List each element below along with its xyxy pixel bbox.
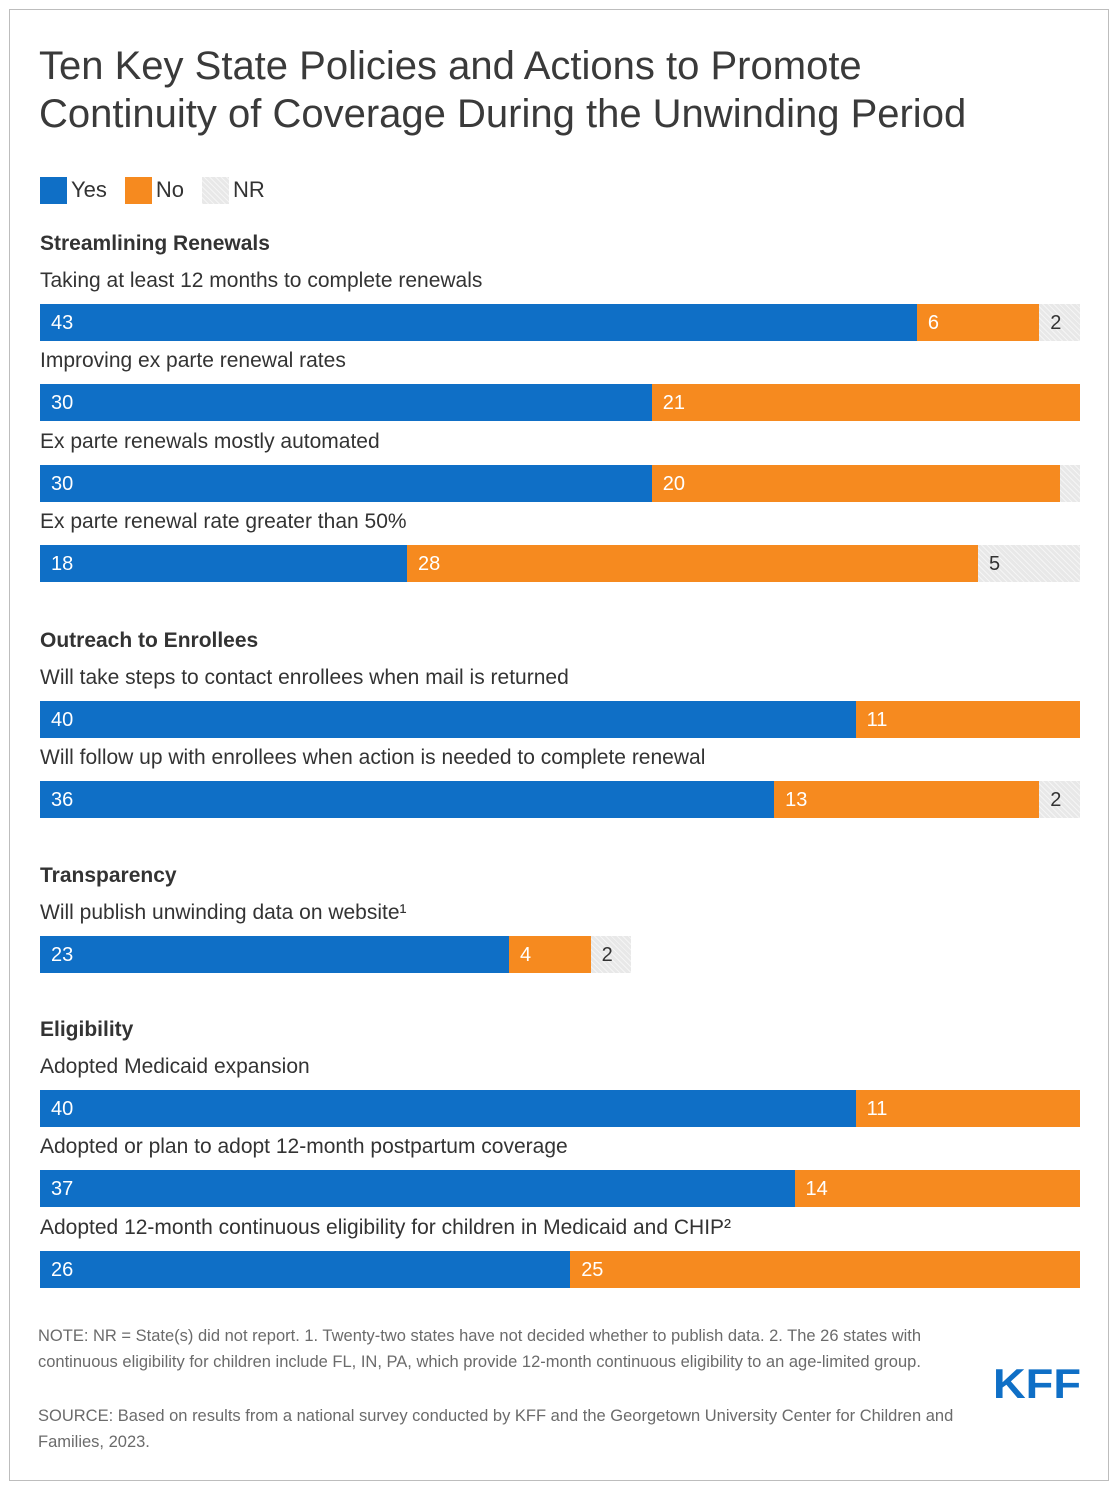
legend-item-no: No: [124, 176, 185, 204]
data-label-yes: 30: [51, 472, 74, 495]
row-label-improving-ex-parte-renewal-rates: Improving ex parte renewal rates: [40, 349, 346, 373]
bar-segment-yes: 30: [40, 464, 652, 502]
legend-label-yes: Yes: [71, 177, 107, 202]
data-label-no: 4: [520, 944, 532, 966]
legend-swatch-no: [124, 176, 152, 204]
bar-segment-yes: 23: [40, 936, 510, 973]
legend-item-nr: NR: [202, 176, 265, 204]
bar-segment-no: 25: [570, 1250, 1080, 1288]
bar-segment-no: 13: [774, 781, 1040, 819]
row-label-will-follow-up-with-enrollees-when-actio: Will follow up with enrollees when actio…: [40, 746, 706, 770]
bar-segment-nr: 5: [978, 544, 1080, 582]
bar-segment-no: 20: [651, 464, 1060, 502]
data-label-no: 25: [581, 1258, 604, 1281]
bar-adopted-12-month-continuous-eligibility-: 26 25: [40, 1250, 1080, 1288]
chart-source: SOURCE: Based on results from a national…: [38, 1407, 954, 1451]
bar-segment-yes: 36: [40, 781, 775, 819]
bar-segment-yes: 26: [40, 1250, 571, 1288]
section-title-eligibility: Eligibility: [40, 1018, 134, 1041]
legend-swatch-nr: [202, 176, 230, 204]
row-label-adopted-medicaid-expansion: Adopted Medicaid expansion: [40, 1055, 310, 1078]
data-label-yes: 40: [51, 1098, 74, 1120]
title-line-1: Ten Key State Policies and Actions to Pr…: [39, 44, 862, 88]
bar-segment-no: 4: [509, 936, 591, 973]
row-label-ex-parte-renewal-rate-greater-than-50: Ex parte renewal rate greater than 50%: [40, 509, 407, 533]
bar-taking-at-least-12-months-to-complete-re: 43 6 2: [40, 304, 1080, 341]
chart-title: Ten Key State Policies and Actions to Pr…: [39, 42, 1099, 138]
bar-segment-no: 14: [794, 1170, 1080, 1208]
bar-segment-nr: [1059, 464, 1080, 502]
kff-logo: KFF: [993, 1364, 1081, 1402]
bar-adopted-medicaid-expansion: 40 11: [40, 1090, 1080, 1127]
bar-adopted-or-plan-to-adopt-12-month-postpa: 37 14: [40, 1170, 1080, 1208]
title-line-2: Continuity of Coverage During the Unwind…: [39, 92, 967, 136]
data-label-no: 21: [662, 392, 685, 415]
data-label-yes: 40: [51, 709, 74, 731]
data-label-nr: 2: [1050, 789, 1062, 812]
data-label-no: 13: [785, 789, 808, 812]
bar-ex-parte-renewal-rate-greater-than-50: 18 28 5: [40, 544, 1080, 582]
data-label-yes: 26: [51, 1258, 74, 1281]
row-label-adopted-12-month-continuous-eligibility-: Adopted 12-month continuous eligibility …: [40, 1215, 732, 1239]
data-label-nr: 5: [989, 552, 1001, 575]
data-label-no: 11: [866, 709, 888, 731]
data-label-no: 28: [418, 552, 441, 575]
bar-segment-yes: 30: [40, 384, 652, 422]
bar-segment-yes: 18: [40, 544, 408, 582]
data-label-yes: 30: [51, 392, 74, 415]
kff-logo-text: KFF: [993, 1364, 1081, 1402]
bar-will-take-steps-to-contact-enrollees-whe: 40 11: [40, 701, 1080, 738]
data-label-no: 20: [662, 472, 685, 495]
data-label-yes: 23: [51, 944, 74, 966]
section-title-streamlining-renewals: Streamlining Renewals: [40, 232, 270, 255]
bar-segment-nr: 2: [1039, 781, 1080, 819]
bar-will-publish-unwinding-data-on-website: 23 4 2: [40, 936, 632, 973]
chart-note: NOTE: NR = State(s) did not report. 1. T…: [38, 1327, 922, 1371]
bar-segment-nr: 2: [1039, 304, 1080, 341]
bar-segment-nr: 2: [590, 936, 632, 973]
legend-swatch-yes: [40, 176, 67, 204]
chart-frame: [9, 9, 1109, 1481]
bar-segment-no: 28: [407, 544, 979, 582]
data-label-no: 6: [927, 312, 939, 334]
section-title-transparency: Transparency: [40, 864, 177, 887]
section-title-outreach-to-enrollees: Outreach to Enrollees: [40, 629, 259, 652]
bar-segment-no: 21: [651, 384, 1080, 422]
bar-improving-ex-parte-renewal-rates: 30 21: [40, 384, 1080, 422]
row-label-will-publish-unwinding-data-on-website: Will publish unwinding data on website¹: [40, 901, 407, 924]
legend-label-no: No: [155, 177, 185, 202]
data-label-yes: 36: [51, 789, 74, 812]
data-label-yes: 18: [51, 552, 74, 575]
bar-ex-parte-renewals-mostly-automated: 30 20: [40, 464, 1080, 502]
data-label-nr: 2: [1050, 312, 1062, 334]
bar-segment-no: 11: [855, 701, 1080, 738]
legend-label-nr: NR: [233, 177, 265, 202]
row-label-ex-parte-renewals-mostly-automated: Ex parte renewals mostly automated: [40, 429, 380, 453]
data-label-no: 14: [805, 1178, 828, 1201]
data-label-nr: 2: [601, 944, 613, 966]
bar-will-follow-up-with-enrollees-when-actio: 36 13 2: [40, 781, 1080, 819]
legend: Yes No NR: [40, 175, 283, 205]
row-label-adopted-or-plan-to-adopt-12-month-postpa: Adopted or plan to adopt 12-month postpa…: [40, 1135, 568, 1159]
data-label-yes: 37: [51, 1178, 74, 1201]
row-label-will-take-steps-to-contact-enrollees-whe: Will take steps to contact enrollees whe…: [40, 666, 569, 689]
row-label-taking-at-least-12-months-to-complete-re: Taking at least 12 months to complete re…: [40, 269, 483, 292]
bar-segment-no: 6: [916, 304, 1040, 341]
legend-item-yes: Yes: [40, 176, 107, 204]
bar-segment-yes: 40: [40, 1090, 856, 1127]
bar-segment-yes: 40: [40, 701, 856, 738]
bar-segment-no: 11: [855, 1090, 1080, 1127]
data-label-yes: 43: [51, 312, 74, 334]
data-label-no: 11: [866, 1098, 888, 1120]
bar-segment-yes: 37: [40, 1170, 795, 1208]
bar-segment-yes: 43: [40, 304, 917, 341]
